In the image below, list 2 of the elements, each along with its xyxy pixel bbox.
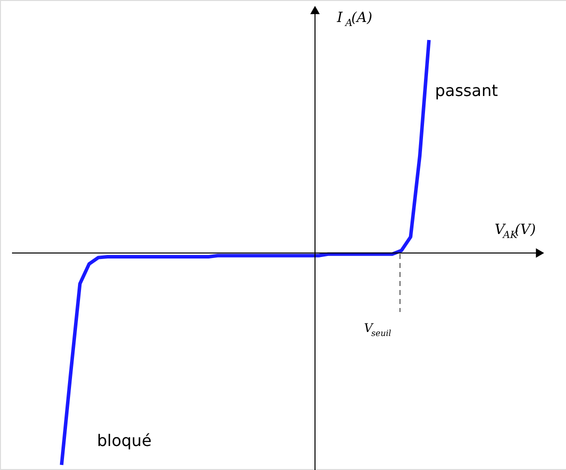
text: passant — [435, 81, 498, 100]
annotation: bloqué — [97, 431, 152, 450]
